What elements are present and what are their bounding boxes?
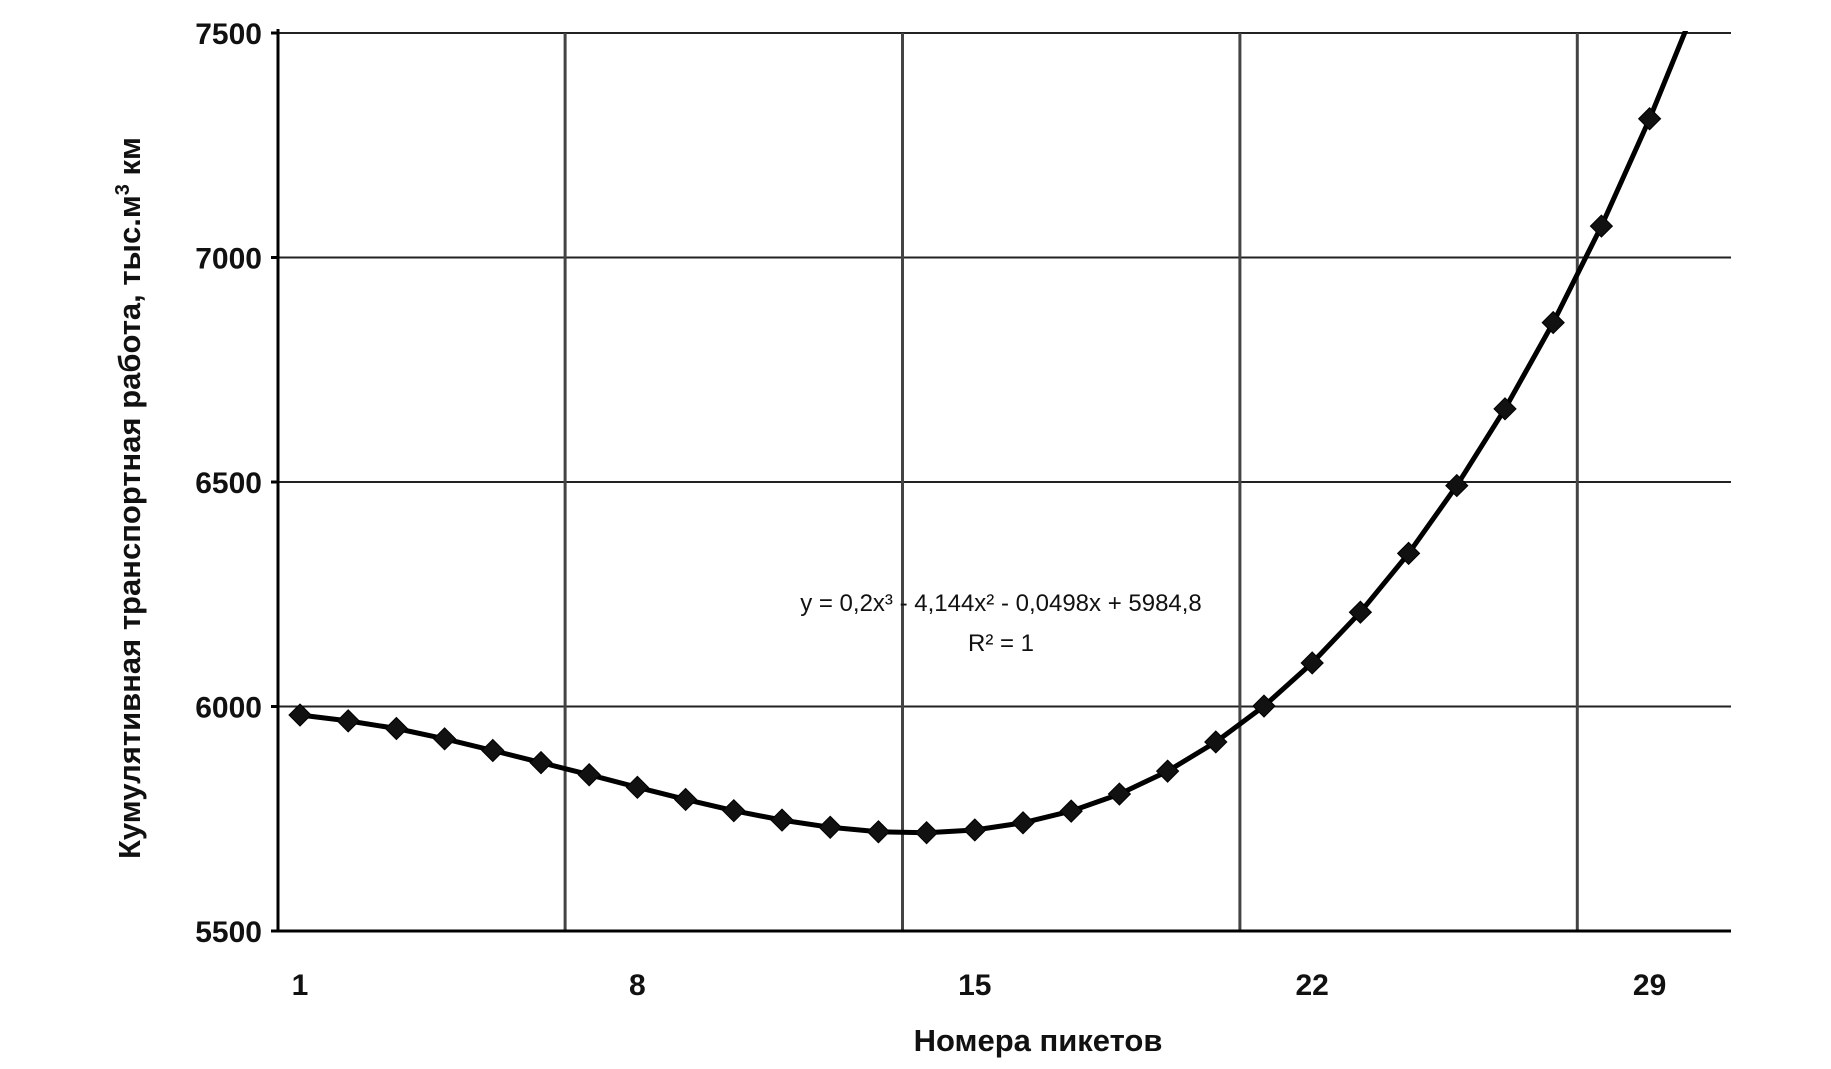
- x-tick-label: 22: [1296, 969, 1329, 1002]
- data-point-marker: [625, 775, 650, 800]
- grid: [278, 32, 1731, 931]
- trendline-equation: y = 0,2x³ - 4,144x² - 0,0498x + 5984,8: [800, 590, 1202, 617]
- y-tick-label: 6500: [195, 467, 262, 500]
- data-point-marker: [1493, 397, 1517, 421]
- data-point-marker: [1107, 782, 1132, 806]
- data-point-marker: [577, 763, 601, 787]
- y-tick-label: 7500: [195, 18, 262, 51]
- data-point-marker: [866, 820, 891, 844]
- tick-labels: 5500 6000 6500 7000 7500 1 8 15 22 29: [195, 18, 1666, 1002]
- data-point-marker: [1155, 759, 1180, 783]
- x-tick-label: 8: [629, 969, 646, 1002]
- data-point-marker: [1300, 651, 1324, 675]
- y-tick-label: 6000: [195, 692, 262, 725]
- data-point-marker: [1059, 799, 1083, 823]
- y-axis-title-main: Кумулятивная транспортная работа, тыс.м: [112, 195, 147, 859]
- data-point-marker: [288, 703, 312, 727]
- y-axis-title-unit: км: [112, 137, 147, 184]
- data-point-marker: [481, 738, 505, 763]
- data-points: [288, 107, 1662, 845]
- x-tick-label: 29: [1633, 969, 1666, 1002]
- data-point-marker: [1204, 730, 1228, 754]
- axes: [271, 29, 1731, 933]
- r-squared-label: R² = 1: [968, 630, 1034, 657]
- data-point-marker: [963, 818, 987, 842]
- trend-line: [299, 31, 1689, 836]
- data-point-marker: [336, 709, 360, 733]
- data-point-marker: [1252, 694, 1276, 718]
- y-axis-title: Кумулятивная транспортная работа, тыс.м3…: [112, 137, 147, 859]
- data-point-marker: [722, 798, 746, 823]
- y-axis-title-superscript: 3: [112, 184, 134, 195]
- data-point-marker: [1445, 473, 1469, 498]
- data-point-marker: [818, 815, 842, 839]
- data-point-marker: [1011, 811, 1035, 835]
- data-point-marker: [770, 808, 794, 832]
- data-point-marker: [384, 716, 409, 741]
- data-point-marker: [529, 750, 553, 775]
- y-tick-label: 7000: [195, 243, 262, 276]
- x-axis-title: Номера пикетов: [914, 1023, 1163, 1058]
- data-point-marker: [673, 787, 698, 812]
- data-point-marker: [1589, 214, 1614, 238]
- data-point-marker: [1348, 600, 1373, 624]
- data-point-marker: [914, 820, 939, 845]
- x-tick-label: 15: [958, 969, 991, 1002]
- x-tick-label: 1: [292, 969, 309, 1002]
- data-point-marker: [1396, 541, 1421, 566]
- y-tick-label: 5500: [195, 916, 262, 949]
- data-point-marker: [432, 727, 457, 751]
- data-point-marker: [1541, 310, 1565, 335]
- data-point-marker: [1637, 107, 1662, 131]
